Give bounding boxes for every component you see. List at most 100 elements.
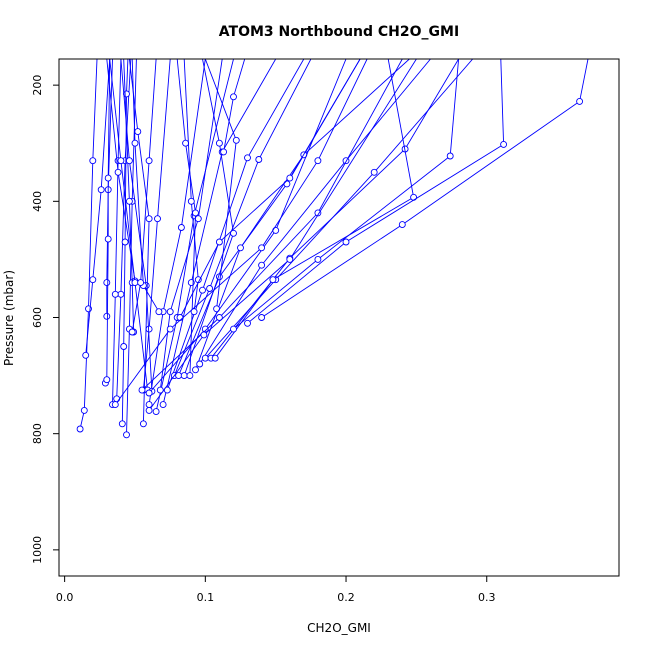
series-line <box>109 59 149 391</box>
series-19 <box>156 59 223 394</box>
series-41 <box>145 59 417 414</box>
data-point <box>118 420 126 428</box>
series-35 <box>183 59 202 316</box>
data-point <box>230 229 237 237</box>
data-point <box>104 174 112 182</box>
y-tick-label: 1000 <box>31 536 44 564</box>
data-point <box>230 325 237 333</box>
series-line <box>183 59 234 376</box>
series-18 <box>163 59 305 394</box>
data-point <box>125 157 133 165</box>
data-point <box>103 279 111 287</box>
data-point <box>154 215 161 223</box>
data-point <box>128 328 136 336</box>
x-axis-label: CH2O_GMI <box>307 621 371 635</box>
data-point <box>114 168 122 176</box>
data-point <box>117 157 125 165</box>
x-tick-label: 0.2 <box>337 591 355 604</box>
data-point <box>103 312 111 320</box>
y-axis-label: Pressure (mbar) <box>2 270 16 366</box>
data-point <box>113 395 121 403</box>
data-point <box>192 366 199 374</box>
data-point <box>500 140 508 148</box>
data-point <box>186 372 194 380</box>
series-33 <box>258 59 589 321</box>
series-line <box>131 59 160 312</box>
plot-area <box>76 59 589 439</box>
data-point <box>370 168 378 176</box>
y-tick-label: 200 <box>31 75 44 96</box>
data-point <box>166 308 174 316</box>
series-29 <box>204 59 240 313</box>
data-point <box>230 93 237 101</box>
data-point <box>125 197 133 205</box>
series-line <box>155 59 234 412</box>
series-2 <box>82 59 111 359</box>
data-point <box>182 139 190 147</box>
data-point <box>89 276 97 284</box>
data-point <box>180 372 188 380</box>
series-30 <box>220 59 246 156</box>
data-point <box>199 286 206 294</box>
data-point <box>131 279 139 287</box>
data-point <box>80 406 88 414</box>
series-line <box>142 59 171 391</box>
data-point <box>206 285 214 292</box>
data-point <box>237 244 244 252</box>
data-point <box>215 139 223 147</box>
data-point <box>200 331 208 339</box>
series-line <box>148 59 347 394</box>
series-line <box>162 59 277 405</box>
data-point <box>286 174 294 182</box>
data-point <box>410 193 418 201</box>
series-line <box>179 59 361 318</box>
data-point <box>145 215 153 223</box>
data-point <box>232 136 240 144</box>
x-axis: 0.0 0.1 0.2 0.3 <box>56 575 496 604</box>
series-line <box>85 59 111 356</box>
data-point <box>104 235 112 243</box>
series-line <box>148 59 206 405</box>
chart-title: ATOM3 Northbound CH2O_GMI <box>219 24 459 40</box>
series-line <box>233 59 460 330</box>
data-point <box>314 157 322 165</box>
data-point <box>123 431 130 439</box>
data-point <box>255 156 263 163</box>
series-4 <box>101 59 112 387</box>
series-28 <box>211 59 418 362</box>
data-point <box>314 255 322 263</box>
data-point <box>215 238 223 246</box>
data-point <box>398 221 406 229</box>
data-point <box>211 354 219 362</box>
series-31 <box>230 59 460 333</box>
series-line <box>247 59 505 324</box>
data-point <box>244 319 251 327</box>
data-point <box>177 224 185 231</box>
data-point <box>121 238 129 246</box>
series-line <box>148 59 417 411</box>
data-point <box>145 406 153 414</box>
data-point <box>155 308 163 316</box>
series-line <box>141 59 403 391</box>
data-point <box>120 343 128 350</box>
series-line <box>210 59 459 359</box>
series-line <box>166 59 305 391</box>
data-point <box>137 279 145 287</box>
data-point <box>82 351 90 359</box>
data-point <box>159 401 167 409</box>
y-tick-label: 800 <box>31 423 44 444</box>
data-point <box>201 354 209 362</box>
data-point <box>117 290 125 298</box>
series-line <box>183 59 199 312</box>
data-point <box>131 139 139 147</box>
data-point <box>166 325 174 333</box>
y-tick-label: 600 <box>31 307 44 328</box>
x-tick-label: 0.3 <box>478 591 496 604</box>
series-line <box>261 59 589 318</box>
data-point <box>269 276 277 284</box>
data-point <box>111 401 119 409</box>
series-line <box>116 59 132 399</box>
data-point <box>283 180 291 188</box>
series-line <box>112 59 122 405</box>
